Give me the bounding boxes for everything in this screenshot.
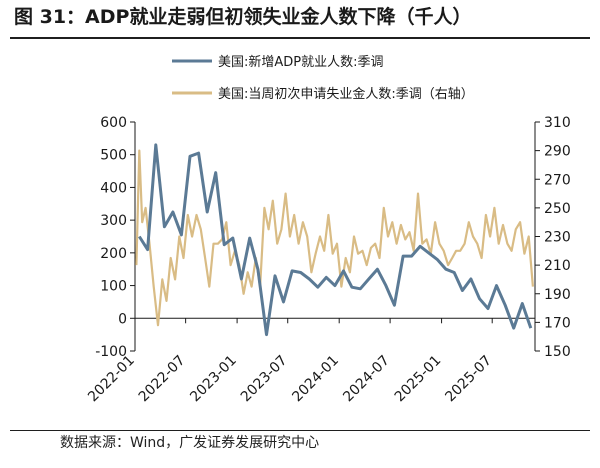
series-layer [135,143,534,337]
y-right-tick-label: 250 [544,201,571,217]
y-right-tick-label: 310 [544,115,571,131]
y-right-tick-label: 190 [544,287,571,303]
footer-divider [10,430,590,431]
data-source: 数据来源：Wind，广发证券发展研究中心 [60,435,320,451]
y-right-tick-label: 290 [544,144,571,160]
x-tick-label: 2022-07 [136,353,189,406]
y-left-tick-label: 100 [100,279,127,295]
y-right-tick-label: 150 [544,344,571,360]
legend-label-claims: 美国:当周初次申请失业金人数:季调（右轴） [218,86,474,102]
series-line-adp-employment [138,143,533,337]
y-right-tick-label: 210 [544,258,571,274]
x-tick-label: 2025-01 [392,353,445,406]
y-right-tick-label: 230 [544,230,571,246]
y-left-tick-label: 200 [100,246,127,262]
y-left-tick-label: 400 [100,180,127,196]
x-tick-label: 2023-07 [238,353,291,406]
x-tick-label: 2024-07 [340,353,393,406]
legend-label-adp: 美国:新增ADP就业人数:季调 [218,54,384,70]
y-right-tick-label: 170 [544,315,571,331]
x-tick-label: 2023-01 [187,353,240,406]
title-divider [10,37,590,39]
y-left-tick-label: 300 [100,213,127,229]
x-tick-label: 2024-01 [289,353,342,406]
x-tick-label: 2022-01 [85,353,138,406]
x-tick-label: 2025-07 [442,353,495,406]
legend: 美国:新增ADP就业人数:季调 美国:当周初次申请失业金人数:季调（右轴） [172,54,474,102]
y-left-tick-label: 0 [118,311,127,327]
y-left-tick-label: 500 [100,148,127,164]
y-right-tick-label: 270 [544,172,571,188]
y-left-tick-label: -100 [95,344,127,360]
y-left-tick-label: 600 [100,115,127,131]
chart-title: 图 31：ADP就业走弱但初领失业金人数下降（千人） [14,6,472,28]
series-line-initial-claims [135,149,534,327]
